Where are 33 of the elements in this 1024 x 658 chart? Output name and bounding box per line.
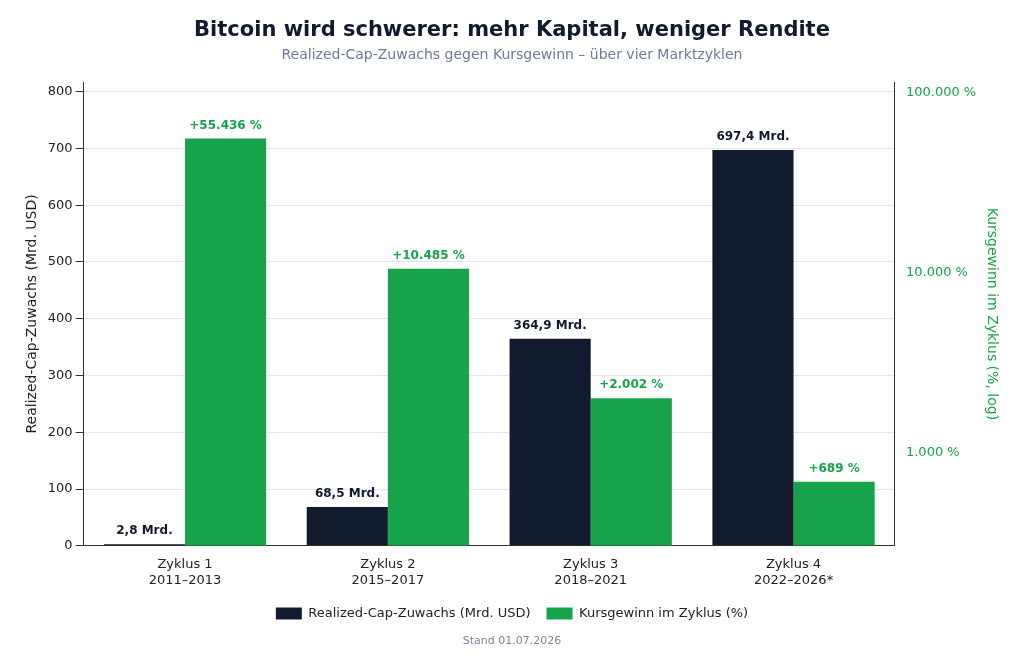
y-tick-label: 600 <box>47 196 73 212</box>
chart-title: Bitcoin wird schwerer: mehr Kapital, weniger Rendite <box>194 17 830 42</box>
data-label: +2.002 % <box>599 377 664 392</box>
x-tick-label: Zyklus 2 2015–2017 <box>351 555 425 587</box>
data-label: 697,4 Mrd. <box>716 129 790 144</box>
y2-tick-label: 1.000 % <box>905 444 960 459</box>
y2-axis-title: Kursgewinn im Zyklus (%, log) <box>984 207 1001 421</box>
y2-tick-label: 100.000 % <box>905 83 977 99</box>
x-tick-label: Zyklus 1 2011–2013 <box>148 555 222 587</box>
data-label: 2,8 Mrd. <box>116 523 173 538</box>
y-tick-label: 200 <box>47 423 73 439</box>
text: Stand 01.07.2026 <box>461 634 563 647</box>
y2-tick-label: 10.000 % <box>905 263 968 279</box>
x-tick-label: Zyklus 3 2018–2021 <box>554 555 628 587</box>
y-tick-label: 400 <box>47 310 73 326</box>
chart-subtitle: Realized-Cap-Zuwachs gegen Kursgewinn – über vier Marktzyklen <box>281 46 743 63</box>
data-label: 68,5 Mrd. <box>314 486 380 501</box>
data-label: +10.485 % <box>392 247 465 262</box>
y-tick-label: 700 <box>47 139 73 155</box>
x-tick-label: Zyklus 4 2022–2026* <box>753 555 834 587</box>
data-label: +55.436 % <box>189 117 262 132</box>
y-tick-label: 0 <box>64 537 73 553</box>
y-tick-label: 500 <box>47 253 73 269</box>
y-tick-label: 300 <box>47 366 73 382</box>
bar <box>712 149 794 546</box>
data-label: +689 % <box>808 460 860 475</box>
y-axis-title: Realized-Cap-Zuwachs (Mrd. USD) <box>23 194 40 434</box>
y-tick-label: 800 <box>47 83 73 99</box>
bar <box>306 506 388 546</box>
legend-label: Kursgewinn im Zyklus (%) <box>579 604 749 620</box>
legend-label: Realized-Cap-Zuwachs (Mrd. USD) <box>308 604 531 620</box>
data-label: 364,9 Mrd. <box>513 317 587 332</box>
y-tick-label: 100 <box>47 480 73 496</box>
